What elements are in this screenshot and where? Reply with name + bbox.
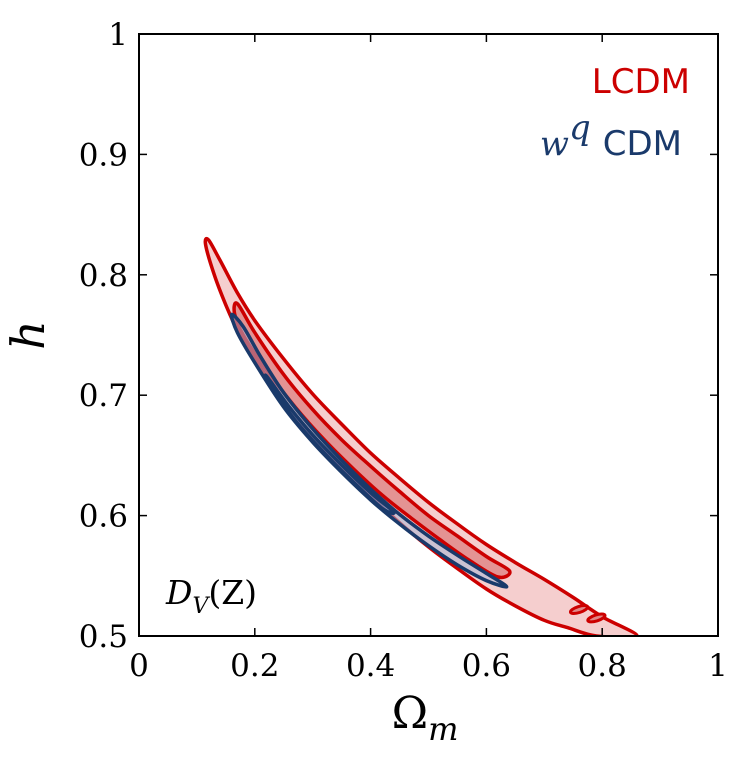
legend-wqcdm: wq CDM [540, 108, 682, 164]
annotation-sub: V [192, 594, 210, 619]
legend-wqcdm-rest: CDM [603, 124, 682, 164]
lcdm-contour-island [586, 612, 607, 624]
x-tick-label: 0 [129, 648, 149, 684]
y-axis-title: h [1, 320, 55, 350]
legend-lcdm: LCDM [592, 62, 690, 102]
x-tick-label: 0.6 [462, 648, 511, 684]
x-axis-title-sub: m [428, 710, 458, 748]
y-tick-label: 0.6 [79, 499, 128, 535]
wqcdm-contour-68 [263, 373, 396, 516]
lcdm-contour-island [568, 604, 590, 615]
series-wqcdm [229, 312, 509, 589]
annotation-dv: DV(Z) [165, 573, 257, 619]
y-tick-label: 0.9 [79, 137, 128, 173]
x-axis-title-main: Ω [392, 688, 428, 739]
x-tick-label: 0.8 [578, 648, 627, 684]
x-tick-label: 0.2 [230, 648, 279, 684]
series-lcdm [203, 236, 639, 636]
lcdm-contour-95 [203, 236, 639, 636]
plot-area: 0 0.2 0.4 0.6 0.8 1 0.5 0.6 0.7 0.8 0.9 1 [79, 17, 728, 684]
y-tick-label: 0.5 [79, 619, 128, 655]
contours-layer [203, 236, 639, 636]
plot-frame [138, 33, 719, 637]
legend-wqcdm-w: w [540, 124, 569, 164]
x-axis-title: Ωm [392, 688, 459, 748]
x-tick-label: 1 [708, 648, 728, 684]
annotation-rest: (Z) [208, 573, 257, 612]
x-tick-label: 0.4 [346, 648, 395, 684]
legend-wqcdm-sup: q [569, 108, 591, 148]
annotation-main: D [165, 573, 192, 612]
y-tick-label: 1 [108, 17, 128, 53]
ticks-layer: 0 0.2 0.4 0.6 0.8 1 0.5 0.6 0.7 0.8 0.9 1 [79, 17, 728, 684]
y-tick-label: 0.7 [79, 378, 128, 414]
y-tick-label: 0.8 [79, 258, 128, 294]
